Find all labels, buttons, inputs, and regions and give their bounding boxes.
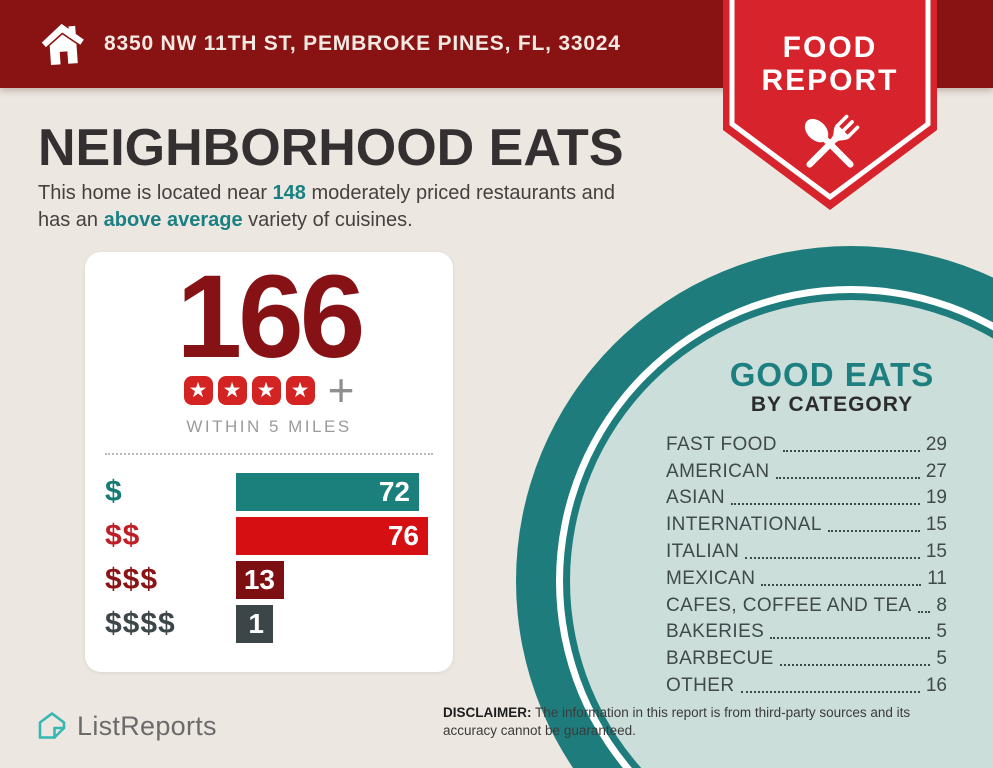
price-bar-value: 76 bbox=[387, 520, 419, 551]
price-tier-chart: $ 72 $$ 76 $$$ 13 $$$$ 1 bbox=[85, 473, 453, 643]
price-tier-label: $ bbox=[105, 475, 123, 508]
category-label: MEXICAN bbox=[666, 567, 756, 589]
dot-leader bbox=[731, 503, 920, 506]
listreports-logo-icon bbox=[38, 712, 66, 739]
property-address: 8350 NW 11TH ST, PEMBROKE PINES, FL, 330… bbox=[104, 32, 621, 55]
star-icon: ★ bbox=[183, 376, 213, 405]
home-icon bbox=[41, 23, 84, 66]
category-count: 5 bbox=[936, 648, 947, 670]
price-bar: 13 bbox=[236, 561, 284, 599]
restaurant-count: 148 bbox=[272, 182, 306, 204]
dot-leader bbox=[779, 664, 931, 667]
category-row: FAST FOOD 29 bbox=[666, 429, 947, 456]
category-label: ASIAN bbox=[666, 487, 726, 509]
price-bar: 72 bbox=[236, 473, 419, 511]
intro-text-part: This home is located near bbox=[38, 182, 273, 204]
disclaimer-label: DISCLAIMER: bbox=[443, 705, 532, 720]
price-bar: 76 bbox=[236, 517, 428, 555]
price-bar-row: $$$ 13 bbox=[105, 561, 433, 599]
crossed-utensils-icon bbox=[804, 114, 860, 168]
listreports-brand: ListReports bbox=[36, 710, 217, 742]
disclaimer-text-line2: accuracy cannot be guaranteed. bbox=[443, 723, 636, 738]
price-bar-row: $ 72 bbox=[105, 473, 433, 511]
variety-highlight: above average bbox=[103, 209, 243, 231]
category-count: 16 bbox=[925, 674, 947, 696]
category-label: FAST FOOD bbox=[666, 433, 777, 455]
dot-leader bbox=[740, 690, 920, 693]
dot-leader bbox=[775, 476, 920, 479]
price-bar-row: $$ 76 bbox=[105, 517, 433, 555]
category-label: OTHER bbox=[666, 674, 735, 696]
category-count: 15 bbox=[925, 514, 947, 536]
total-restaurants: 166 bbox=[176, 251, 366, 383]
good-eats-heading: GOOD EATS BY CATEGORY bbox=[692, 356, 972, 417]
category-label: BARBECUE bbox=[666, 648, 774, 670]
intro-text-part: variety of cuisines. bbox=[242, 209, 413, 231]
category-label: INTERNATIONAL bbox=[666, 514, 822, 536]
category-label: ITALIAN bbox=[666, 540, 740, 562]
restaurant-stats-card: 166 ★ ★ ★ ★ + WITHIN 5 MILES $ 72 $$ 76 bbox=[85, 252, 453, 672]
price-bar: 1 bbox=[236, 605, 273, 643]
category-count: 15 bbox=[925, 540, 947, 562]
dot-leader bbox=[770, 637, 931, 640]
ribbon-line2: REPORT bbox=[761, 64, 898, 97]
price-bar-value: 1 bbox=[248, 608, 264, 639]
dot-leader bbox=[745, 556, 920, 559]
category-count: 8 bbox=[936, 594, 947, 616]
category-count: 27 bbox=[925, 460, 947, 482]
plus-icon: + bbox=[327, 364, 355, 416]
ribbon-line1: FOOD bbox=[783, 31, 878, 64]
price-bar-row: $$$$ 1 bbox=[105, 605, 433, 643]
category-row: OTHER 16 bbox=[666, 670, 947, 697]
star-rating: ★ ★ ★ ★ + bbox=[85, 364, 453, 416]
price-tier-label: $$$ bbox=[105, 563, 159, 596]
star-icon: ★ bbox=[251, 376, 281, 405]
category-row: ITALIAN 15 bbox=[666, 536, 947, 563]
star-icon: ★ bbox=[285, 376, 315, 405]
disclaimer-text-line1: The information in this report is from t… bbox=[531, 705, 911, 720]
category-label: BAKERIES bbox=[666, 621, 765, 643]
price-tier-label: $$$$ bbox=[105, 607, 176, 640]
dot-leader bbox=[827, 530, 920, 533]
price-tier-label: $$ bbox=[105, 519, 141, 552]
category-row: AMERICAN 27 bbox=[666, 456, 947, 483]
price-bar-value: 13 bbox=[243, 564, 275, 595]
dotted-divider bbox=[105, 453, 433, 455]
dot-leader bbox=[761, 583, 922, 586]
dot-leader bbox=[917, 610, 931, 613]
intro-text: This home is located near 148 moderately… bbox=[38, 180, 738, 234]
disclaimer: DISCLAIMER: The information in this repo… bbox=[443, 704, 953, 740]
category-count: 11 bbox=[927, 567, 947, 589]
good-eats-title: GOOD EATS bbox=[729, 356, 935, 393]
category-label: AMERICAN bbox=[666, 460, 770, 482]
category-row: ASIAN 19 bbox=[666, 483, 947, 510]
category-count: 29 bbox=[925, 433, 947, 455]
category-row: CAFES, COFFEE AND TEA 8 bbox=[666, 590, 947, 617]
category-row: BAKERIES 5 bbox=[666, 617, 947, 644]
intro-text-part: has an bbox=[38, 209, 104, 231]
category-count: 5 bbox=[936, 621, 947, 643]
intro-text-part: moderately priced restaurants and bbox=[305, 182, 615, 204]
radius-label: WITHIN 5 MILES bbox=[186, 417, 352, 436]
category-row: INTERNATIONAL 15 bbox=[666, 509, 947, 536]
category-label: CAFES, COFFEE AND TEA bbox=[666, 594, 912, 616]
page-title: NEIGHBORHOOD EATS bbox=[38, 119, 624, 177]
price-bar-value: 72 bbox=[378, 476, 410, 507]
category-list: FAST FOOD 29 AMERICAN 27 ASIAN 19 INTERNATI… bbox=[666, 429, 947, 697]
food-report-ribbon: FOOD REPORT bbox=[723, 0, 937, 210]
category-row: MEXICAN 11 bbox=[666, 563, 947, 590]
category-count: 19 bbox=[925, 487, 947, 509]
dot-leader bbox=[782, 449, 920, 452]
star-icon: ★ bbox=[217, 376, 247, 405]
brand-name: ListReports bbox=[77, 710, 217, 741]
good-eats-subtitle: BY CATEGORY bbox=[750, 393, 914, 416]
category-row: BARBECUE 5 bbox=[666, 643, 947, 670]
